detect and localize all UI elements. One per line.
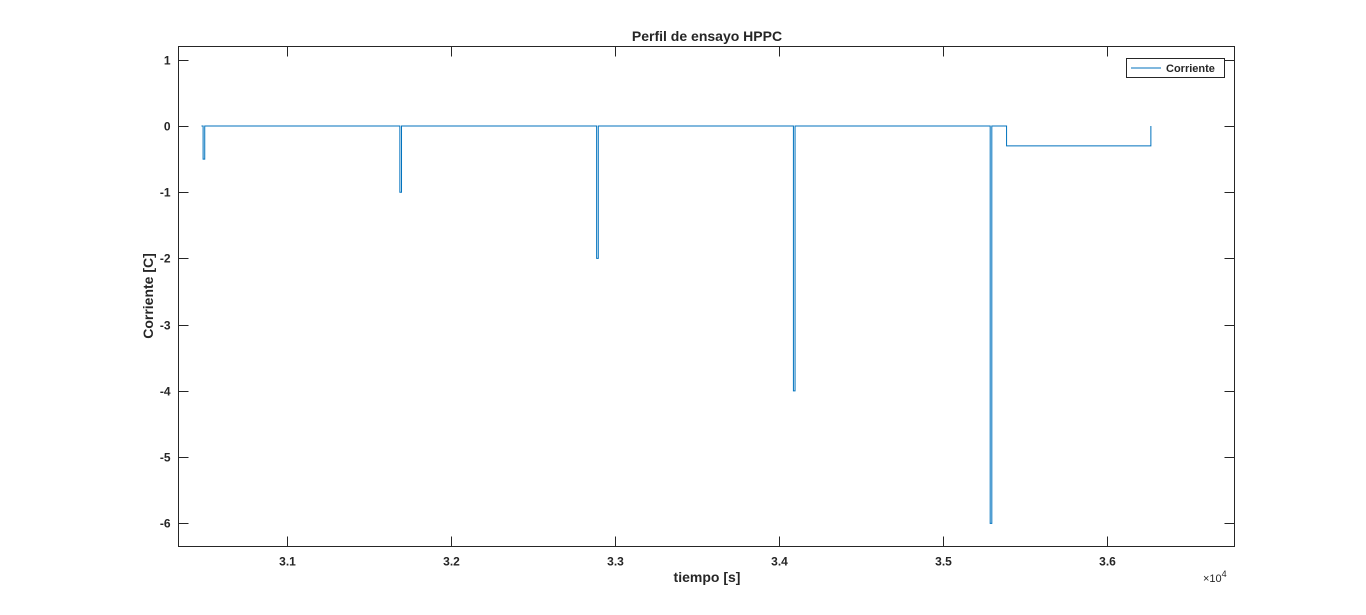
x-tick-label: 3.3 <box>607 555 624 569</box>
x-tick-label: 3.2 <box>443 555 460 569</box>
y-tick-label: -1 <box>160 186 171 200</box>
y-tick-label: 1 <box>164 54 171 68</box>
plot-area <box>178 46 1235 547</box>
y-tick-label: -2 <box>160 252 171 266</box>
x-tick-labels: 3.1 3.2 3.3 3.4 3.5 3.6 <box>279 555 1116 569</box>
y-tick-label: -5 <box>160 451 171 465</box>
x-exponent-base: ×10 <box>1203 573 1222 585</box>
legend: Corriente <box>1126 58 1225 78</box>
x-exponent-power: 4 <box>1222 569 1227 579</box>
y-tick-label: 0 <box>164 120 171 134</box>
x-axis-exponent: ×104 <box>1203 569 1227 585</box>
axis-ticks <box>178 46 1235 547</box>
x-tick-label: 3.6 <box>1099 555 1116 569</box>
x-tick-label: 3.1 <box>279 555 296 569</box>
y-tick-label: -3 <box>160 319 171 333</box>
x-tick-label: 3.5 <box>935 555 952 569</box>
series-line-corriente <box>201 125 1152 524</box>
x-tick-label: 3.4 <box>771 555 788 569</box>
y-tick-label: -4 <box>160 385 171 399</box>
legend-entry-label: Corriente <box>1166 63 1215 75</box>
legend-box <box>1126 58 1225 78</box>
chart-title: Perfil de ensayo HPPC <box>632 28 782 44</box>
x-axis-label: tiempo [s] <box>674 569 741 585</box>
y-tick-labels: 1 0 -1 -2 -3 -4 -5 -6 <box>160 54 171 531</box>
y-axis-label: Corriente [C] <box>140 253 156 339</box>
y-tick-label: -6 <box>160 517 171 531</box>
